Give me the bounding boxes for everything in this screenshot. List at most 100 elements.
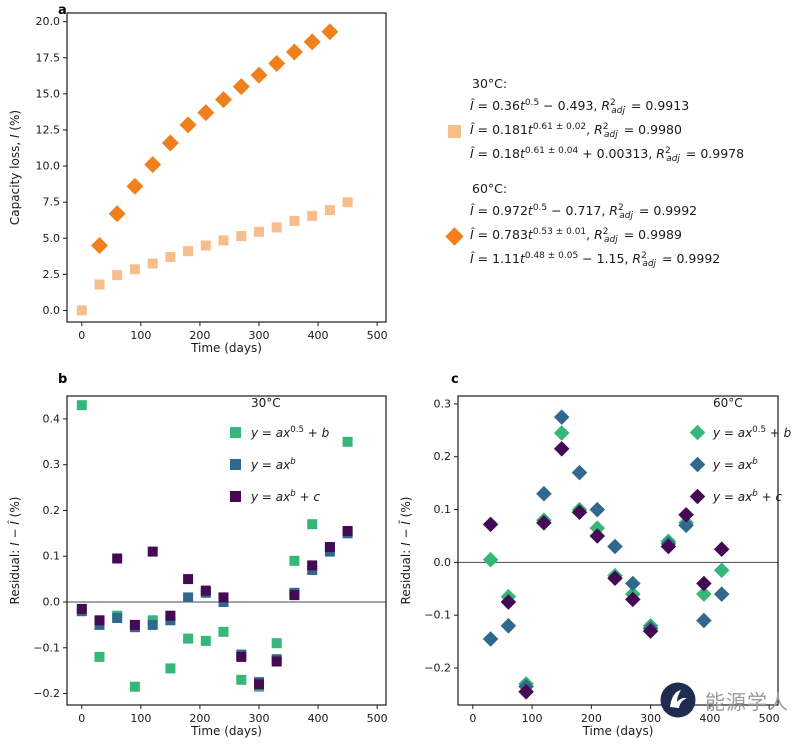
data-point-power-fit (625, 575, 641, 592)
x-tick-label: 100 (130, 329, 151, 342)
legend-spacer (448, 206, 461, 219)
fit-equation-60c-power: Î = 0.783t0.53 ± 0.01, R2adj = 0.9989 (470, 226, 682, 246)
panel-c-label: c (451, 372, 459, 387)
data-point-sqrt-fit (165, 663, 176, 674)
legend-item-label: y = axb + c (251, 488, 321, 504)
y-tick-label: 0.0 (43, 596, 61, 609)
x-tick-label: 200 (189, 712, 210, 725)
legend-item: y = axb (689, 454, 791, 474)
data-point-30c (94, 279, 105, 290)
x-tick-label: 400 (308, 329, 329, 342)
data-point-power-fit (482, 631, 499, 647)
data-point-power-offset-fit (236, 651, 247, 662)
data-point-power-offset-fit (271, 656, 282, 667)
data-point-power-offset-fit (112, 553, 123, 564)
legend-spacer (448, 254, 461, 267)
data-point-power-fit (147, 619, 158, 630)
data-point-60c (321, 23, 339, 41)
y-tick-label: 5.0 (43, 232, 61, 245)
data-point-power-offset-fit (165, 610, 176, 621)
data-point-30c (200, 240, 211, 251)
y-tick-label: 0.4 (43, 412, 61, 425)
y-tick-label: 0.3 (434, 397, 452, 410)
data-point-power-fit (713, 586, 730, 602)
data-point-power-offset-fit (482, 516, 499, 533)
data-point-30c (324, 205, 335, 216)
data-point-30c (254, 226, 264, 237)
fit-legend-title-60c: 60°C: (472, 181, 508, 196)
data-point-sqrt-fit (236, 674, 247, 685)
plot-border (66, 12, 387, 323)
data-point-30c (289, 215, 300, 226)
data-point-power-offset-fit (129, 619, 140, 630)
data-point-sqrt-fit (696, 586, 712, 602)
data-point-30c (147, 258, 158, 269)
legend-item: y = ax0.5 + b (230, 422, 329, 442)
y-tick-label: 0.3 (43, 458, 61, 471)
x-tick-label: 0 (78, 712, 85, 725)
data-point-power-offset-fit (307, 560, 318, 571)
data-point-60c (285, 43, 303, 61)
y-tick-label: 15.0 (36, 87, 61, 100)
x-tick-label: 200 (189, 329, 210, 342)
data-point-30c (112, 270, 123, 281)
fit-equation-30c-power-offset: Î = 0.18t0.61 ± 0.04 + 0.00313, R2adj = … (470, 145, 745, 165)
fit-legend-group-30c: 30°C: Î = 0.36t0.5 − 0.493, R2adj = 0.99… (448, 76, 744, 167)
y-tick-label: 0.0 (43, 304, 61, 317)
data-point-power-offset-fit (289, 590, 300, 601)
capacity-loss-y-axis-label: Capacity loss, I (%) (8, 109, 22, 226)
x-tick-label: 200 (581, 712, 602, 725)
fit-equation-row: Î = 0.36t0.5 − 0.493, R2adj = 0.9913 (448, 95, 744, 119)
x-tick-label: 300 (248, 329, 269, 342)
residual-chart-30c-canvas: 0 100 200 300 400 500 −0.2 −0.1 0.0 0.1 0.2 0.3 0.4 (33, 395, 388, 725)
fit-equation-60c-power-offset: Î = 1.11t0.48 ± 0.05 − 1.15, R2adj = 0.9… (470, 250, 721, 270)
plot-border (66, 395, 387, 706)
plot-border (457, 395, 779, 706)
x-tick-label: 0 (78, 329, 85, 342)
data-point-sqrt-fit (200, 635, 211, 646)
data-point-30c (236, 231, 247, 242)
fit-equation-row: Î = 0.972t0.5 − 0.717, R2adj = 0.9992 (448, 200, 744, 224)
data-point-sqrt-fit (482, 551, 499, 568)
data-point-power-offset-fit (571, 504, 588, 520)
panel-b-label: b (58, 372, 68, 387)
data-point-60c (268, 55, 286, 72)
y-tick-label: 17.5 (36, 51, 61, 64)
data-point-power-fit (112, 613, 123, 623)
data-point-30c (165, 252, 176, 262)
residual-60c-y-axis-label: Residual: I − Î (%) (399, 496, 413, 605)
data-point-60c (161, 134, 179, 152)
purple-diamond-marker-icon (689, 488, 706, 504)
residual-60c-x-axis-label: Time (days) (582, 724, 654, 738)
y-tick-label: 12.5 (36, 123, 61, 136)
data-point-power-fit (696, 612, 712, 629)
data-point-power-fit (589, 501, 606, 518)
data-point-60c (108, 205, 126, 223)
legend-item-label: y = ax0.5 + b (251, 424, 330, 440)
fit-legend-group-60c: 60°C: Î = 0.972t0.5 − 0.717, R2adj = 0.9… (445, 181, 744, 272)
y-tick-label: −0.2 (424, 662, 451, 675)
data-point-power-offset-fit (254, 679, 264, 690)
x-tick-label: 400 (308, 712, 329, 725)
data-point-power-offset-fit (589, 528, 606, 544)
fit-equation-row: Î = 0.18t0.61 ± 0.04 + 0.00313, R2adj = … (448, 143, 744, 167)
residual-60c-legend-title: 60°C (713, 396, 743, 410)
data-point-sqrt-fit (713, 562, 730, 579)
panel-a-label: a (58, 3, 67, 18)
green-diamond-marker-icon (689, 424, 706, 440)
data-point-30c (218, 235, 229, 246)
data-point-60c (144, 156, 162, 174)
y-tick-label: 7.5 (43, 196, 61, 209)
y-tick-label: −0.1 (33, 641, 60, 654)
data-point-power-offset-fit (147, 546, 158, 557)
legend-item: y = ax0.5 + b (689, 422, 791, 442)
x-tick-label: 0 (469, 712, 476, 725)
y-tick-label: −0.2 (33, 687, 60, 700)
data-point-sqrt-fit (271, 638, 282, 649)
data-point-60c (215, 91, 232, 109)
x-tick-label: 400 (699, 712, 720, 725)
data-point-power-offset-fit (536, 515, 552, 531)
y-tick-label: 10.0 (36, 160, 61, 173)
watermark: 能源学人 (658, 680, 789, 720)
